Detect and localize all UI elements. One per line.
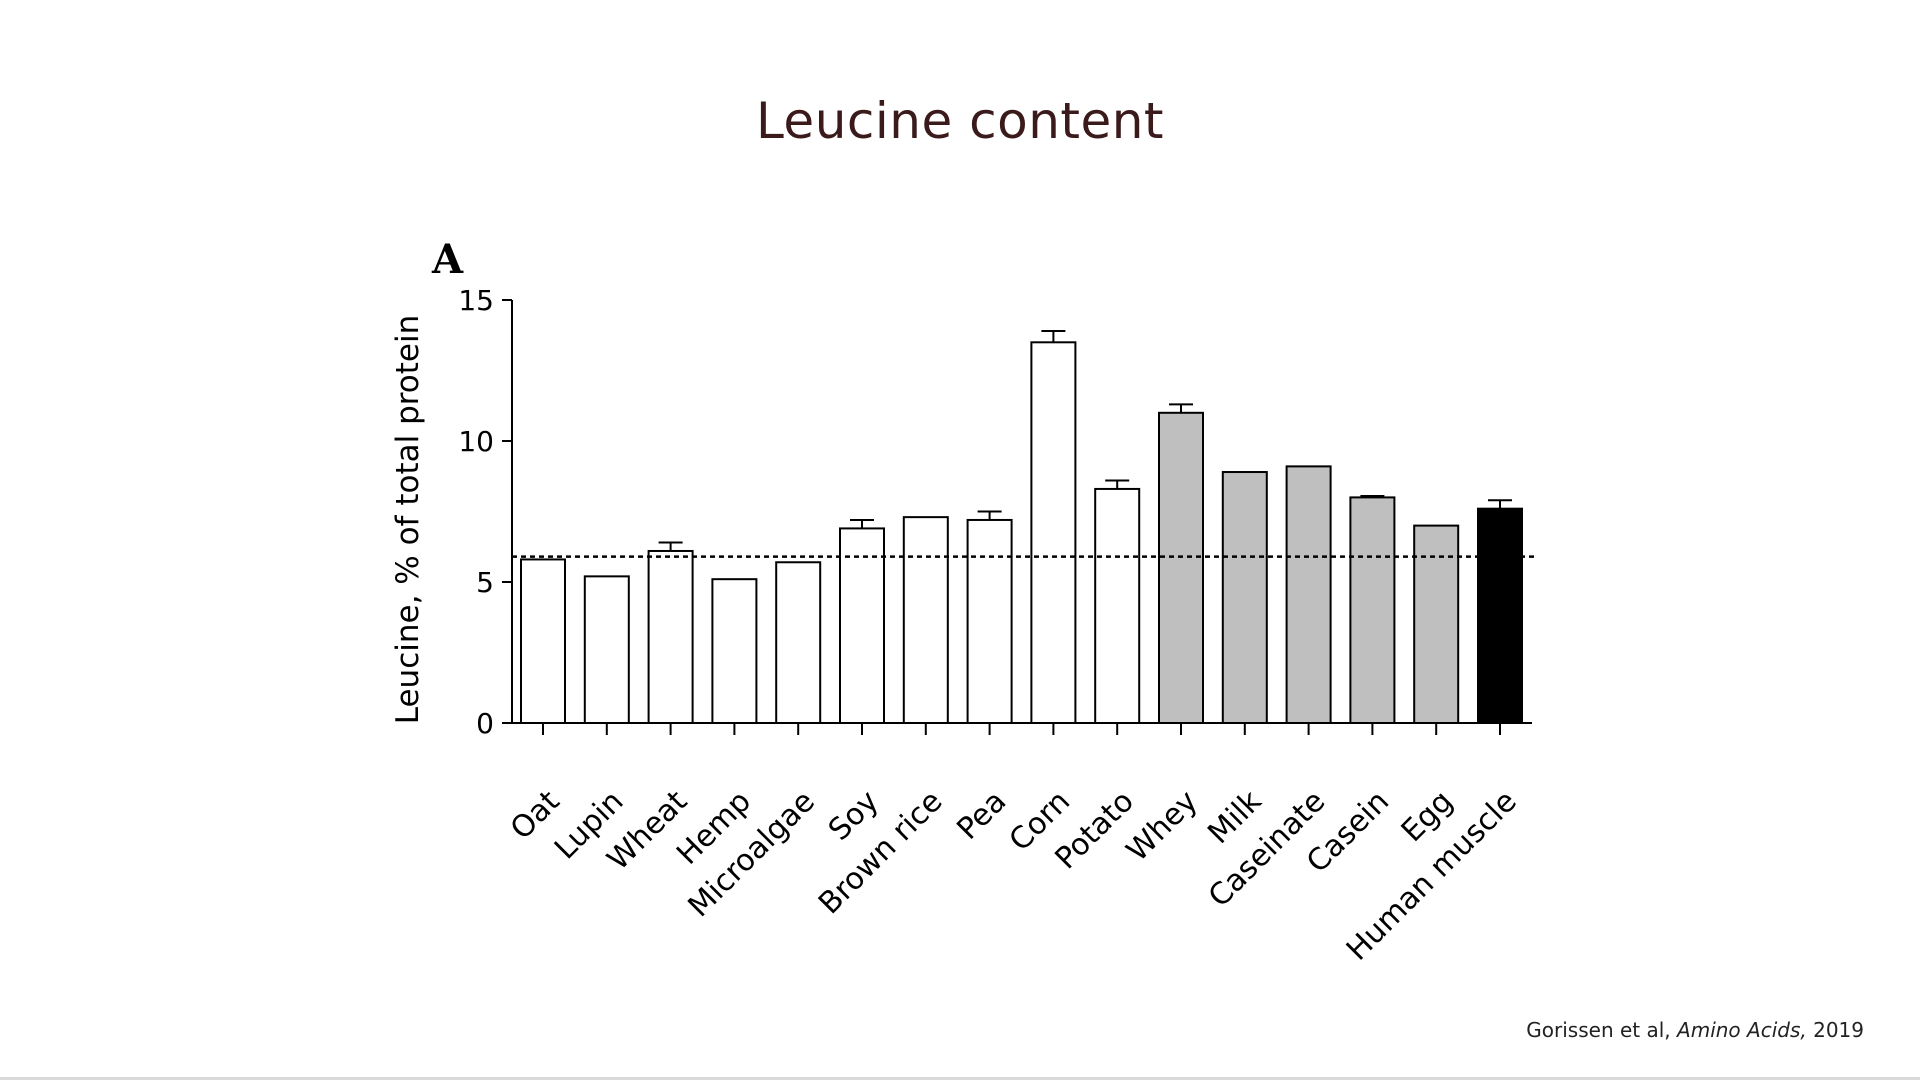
bar-caseinate (1285, 465, 1332, 724)
citation: Gorissen et al, Amino Acids, 2019 (1526, 1018, 1864, 1042)
bar-whey (1158, 411, 1204, 724)
bar-casein (1349, 496, 1396, 724)
bar-hemp (711, 578, 758, 724)
bar-brown-rice (902, 516, 949, 725)
x-tick-label: Whey (1120, 784, 1205, 869)
bar-egg (1413, 524, 1460, 724)
bar-corn (1030, 341, 1077, 724)
y-tick-label: 5 (476, 566, 494, 599)
bar-potato (1094, 487, 1141, 724)
y-tick-label: 10 (458, 425, 494, 458)
x-tick-label: Pea (950, 784, 1013, 847)
citation-year: 2019 (1813, 1018, 1864, 1042)
bar-lupin (583, 575, 630, 724)
bar-pea (966, 518, 1013, 725)
y-axis-label: Leucine, % of total protein (390, 315, 426, 725)
panel-label: A (432, 236, 464, 283)
bar-human-muscle (1477, 507, 1523, 724)
citation-journal: Amino Acids, (1677, 1018, 1807, 1042)
bar-microalgae (775, 561, 822, 725)
y-tick-label: 15 (458, 284, 494, 317)
bar-wheat (647, 549, 694, 724)
bottom-rule (0, 1077, 1920, 1080)
citation-authors: Gorissen et al, (1526, 1018, 1671, 1042)
y-tick-label: 0 (476, 707, 494, 740)
bar-milk (1221, 471, 1268, 724)
slide-title: Leucine content (755, 92, 1165, 150)
bar-oat (520, 558, 566, 724)
